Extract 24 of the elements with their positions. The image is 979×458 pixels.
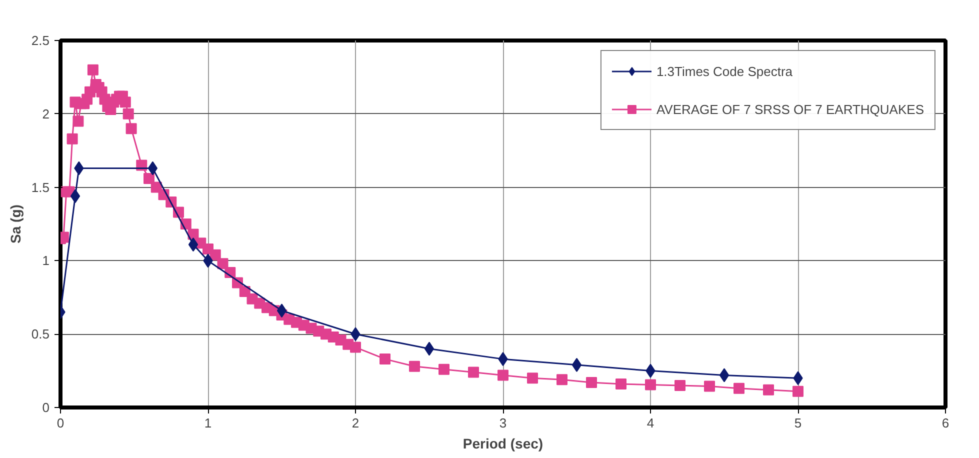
point <box>276 304 287 318</box>
point <box>424 342 434 356</box>
point <box>148 161 158 176</box>
x-tick-label: 2 <box>352 416 360 430</box>
y-tick-label: 1 <box>42 253 50 268</box>
y-axis-title: Sa (g) <box>7 204 24 244</box>
point <box>70 189 80 204</box>
x-tick-label: 4 <box>646 416 654 430</box>
legend-label: AVERAGE OF 7 SRSS OF 7 EARTHQUAKES <box>656 102 924 116</box>
y-tick-label: 2 <box>42 106 50 122</box>
x-tick-label: 6 <box>942 416 950 430</box>
x-tick-label: 1 <box>204 416 212 430</box>
y-tick-label: 2.5 <box>31 33 50 48</box>
x-tick-label: 0 <box>56 416 64 430</box>
x-axis-title: Period (sec) <box>462 436 544 452</box>
y-tick-label: 1.5 <box>31 180 50 195</box>
legend-label: 1.3Times Code Spectra <box>656 64 794 78</box>
x-tick-label: 3 <box>499 416 507 430</box>
y-tick-label: 0.5 <box>31 326 50 342</box>
point <box>188 238 198 252</box>
x-tick-label: 5 <box>794 416 802 430</box>
y-tick-label: 0 <box>42 400 50 415</box>
point <box>719 368 730 382</box>
point <box>572 358 582 372</box>
